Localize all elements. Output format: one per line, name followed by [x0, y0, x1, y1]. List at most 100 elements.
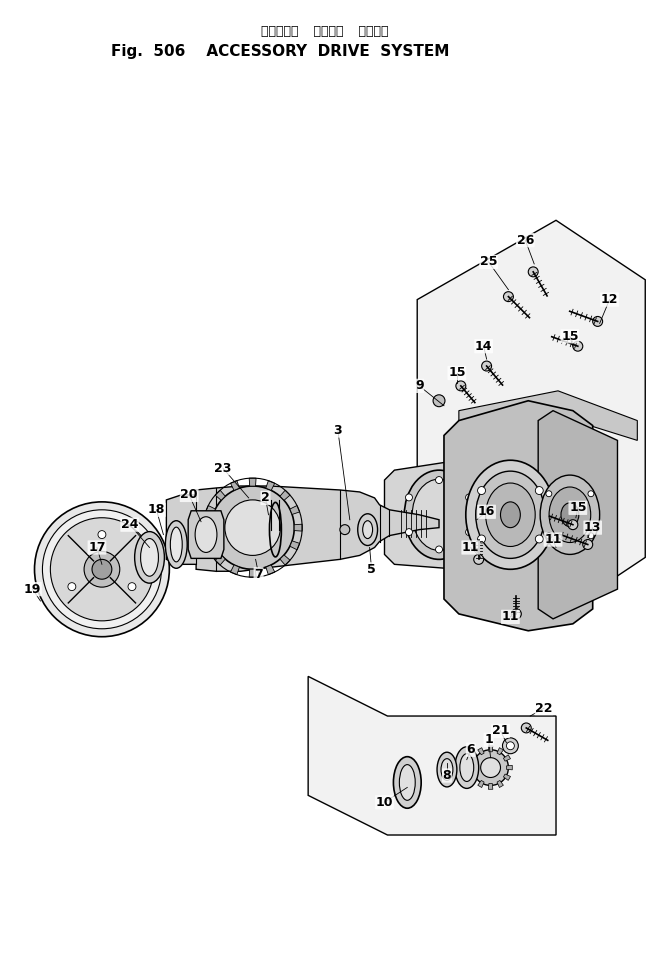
Ellipse shape — [393, 757, 421, 808]
Circle shape — [521, 723, 531, 732]
Polygon shape — [503, 755, 510, 761]
Polygon shape — [385, 461, 489, 569]
Polygon shape — [488, 783, 493, 789]
Polygon shape — [503, 774, 510, 780]
Circle shape — [474, 554, 484, 564]
Ellipse shape — [466, 461, 555, 569]
Polygon shape — [167, 486, 439, 572]
Polygon shape — [478, 780, 484, 788]
Circle shape — [35, 502, 169, 637]
Polygon shape — [444, 400, 592, 631]
Circle shape — [406, 494, 413, 501]
Text: 23: 23 — [214, 462, 232, 474]
Circle shape — [84, 551, 120, 587]
Text: 10: 10 — [376, 796, 393, 808]
Polygon shape — [203, 524, 211, 531]
Polygon shape — [478, 748, 484, 755]
Ellipse shape — [441, 759, 453, 780]
Ellipse shape — [540, 475, 600, 554]
Circle shape — [465, 529, 473, 536]
Text: 8: 8 — [443, 769, 451, 782]
Circle shape — [478, 535, 486, 543]
Polygon shape — [497, 780, 503, 788]
Text: 16: 16 — [478, 506, 495, 518]
Circle shape — [340, 525, 350, 535]
Text: 11: 11 — [544, 533, 562, 546]
Text: 11: 11 — [462, 541, 480, 554]
Ellipse shape — [135, 532, 165, 583]
Text: 6: 6 — [466, 743, 475, 756]
Polygon shape — [459, 391, 637, 440]
Ellipse shape — [357, 513, 378, 545]
Circle shape — [465, 494, 473, 501]
Ellipse shape — [476, 471, 545, 558]
Ellipse shape — [501, 502, 520, 528]
Polygon shape — [417, 220, 645, 617]
Circle shape — [592, 317, 603, 326]
Polygon shape — [215, 490, 225, 501]
Ellipse shape — [549, 487, 590, 543]
Text: 1: 1 — [484, 733, 493, 746]
Polygon shape — [294, 524, 302, 531]
Ellipse shape — [412, 479, 466, 550]
Circle shape — [535, 535, 543, 543]
Text: 22: 22 — [535, 701, 553, 715]
Text: 3: 3 — [333, 424, 342, 437]
Circle shape — [456, 381, 466, 391]
Text: 7: 7 — [254, 568, 263, 581]
Polygon shape — [488, 746, 493, 752]
Polygon shape — [280, 555, 290, 565]
Circle shape — [473, 750, 508, 785]
Text: 9: 9 — [415, 379, 424, 393]
Circle shape — [546, 533, 552, 539]
Ellipse shape — [363, 521, 372, 539]
Polygon shape — [188, 510, 224, 558]
Text: 12: 12 — [601, 293, 618, 306]
Text: アクセサリ  ドライブ  システム: アクセサリ ドライブ システム — [261, 25, 389, 38]
Circle shape — [512, 609, 521, 618]
Circle shape — [436, 476, 443, 483]
Circle shape — [436, 546, 443, 553]
Text: 19: 19 — [24, 582, 41, 596]
Polygon shape — [469, 766, 475, 769]
Polygon shape — [280, 490, 290, 501]
Circle shape — [433, 394, 445, 407]
Circle shape — [573, 341, 583, 352]
Circle shape — [546, 491, 552, 497]
Polygon shape — [206, 541, 215, 549]
Ellipse shape — [399, 765, 415, 801]
Ellipse shape — [455, 747, 478, 788]
Polygon shape — [206, 506, 215, 514]
Polygon shape — [290, 506, 299, 514]
Ellipse shape — [404, 470, 474, 559]
Polygon shape — [471, 774, 478, 780]
Circle shape — [92, 559, 112, 580]
Text: 15: 15 — [569, 502, 587, 514]
Text: 15: 15 — [561, 330, 579, 343]
Circle shape — [506, 742, 514, 750]
Circle shape — [478, 487, 486, 495]
Polygon shape — [266, 565, 275, 575]
Circle shape — [68, 582, 76, 590]
Text: 20: 20 — [180, 488, 198, 502]
Ellipse shape — [460, 754, 474, 781]
Polygon shape — [230, 565, 240, 575]
Polygon shape — [290, 541, 299, 549]
Circle shape — [406, 529, 413, 536]
Circle shape — [528, 267, 538, 277]
Circle shape — [503, 291, 514, 302]
Circle shape — [480, 758, 501, 777]
Polygon shape — [308, 676, 556, 835]
Circle shape — [211, 486, 294, 569]
Text: 18: 18 — [148, 504, 165, 516]
Text: Fig.  506    ACCESSORY  DRIVE  SYSTEM: Fig. 506 ACCESSORY DRIVE SYSTEM — [111, 44, 450, 59]
Text: 21: 21 — [492, 725, 509, 737]
Ellipse shape — [141, 539, 158, 577]
Text: 13: 13 — [584, 521, 602, 534]
Text: 14: 14 — [475, 340, 492, 353]
Polygon shape — [506, 766, 512, 769]
Polygon shape — [497, 748, 503, 755]
Polygon shape — [249, 569, 256, 578]
Text: 11: 11 — [502, 611, 519, 623]
Polygon shape — [471, 755, 478, 761]
